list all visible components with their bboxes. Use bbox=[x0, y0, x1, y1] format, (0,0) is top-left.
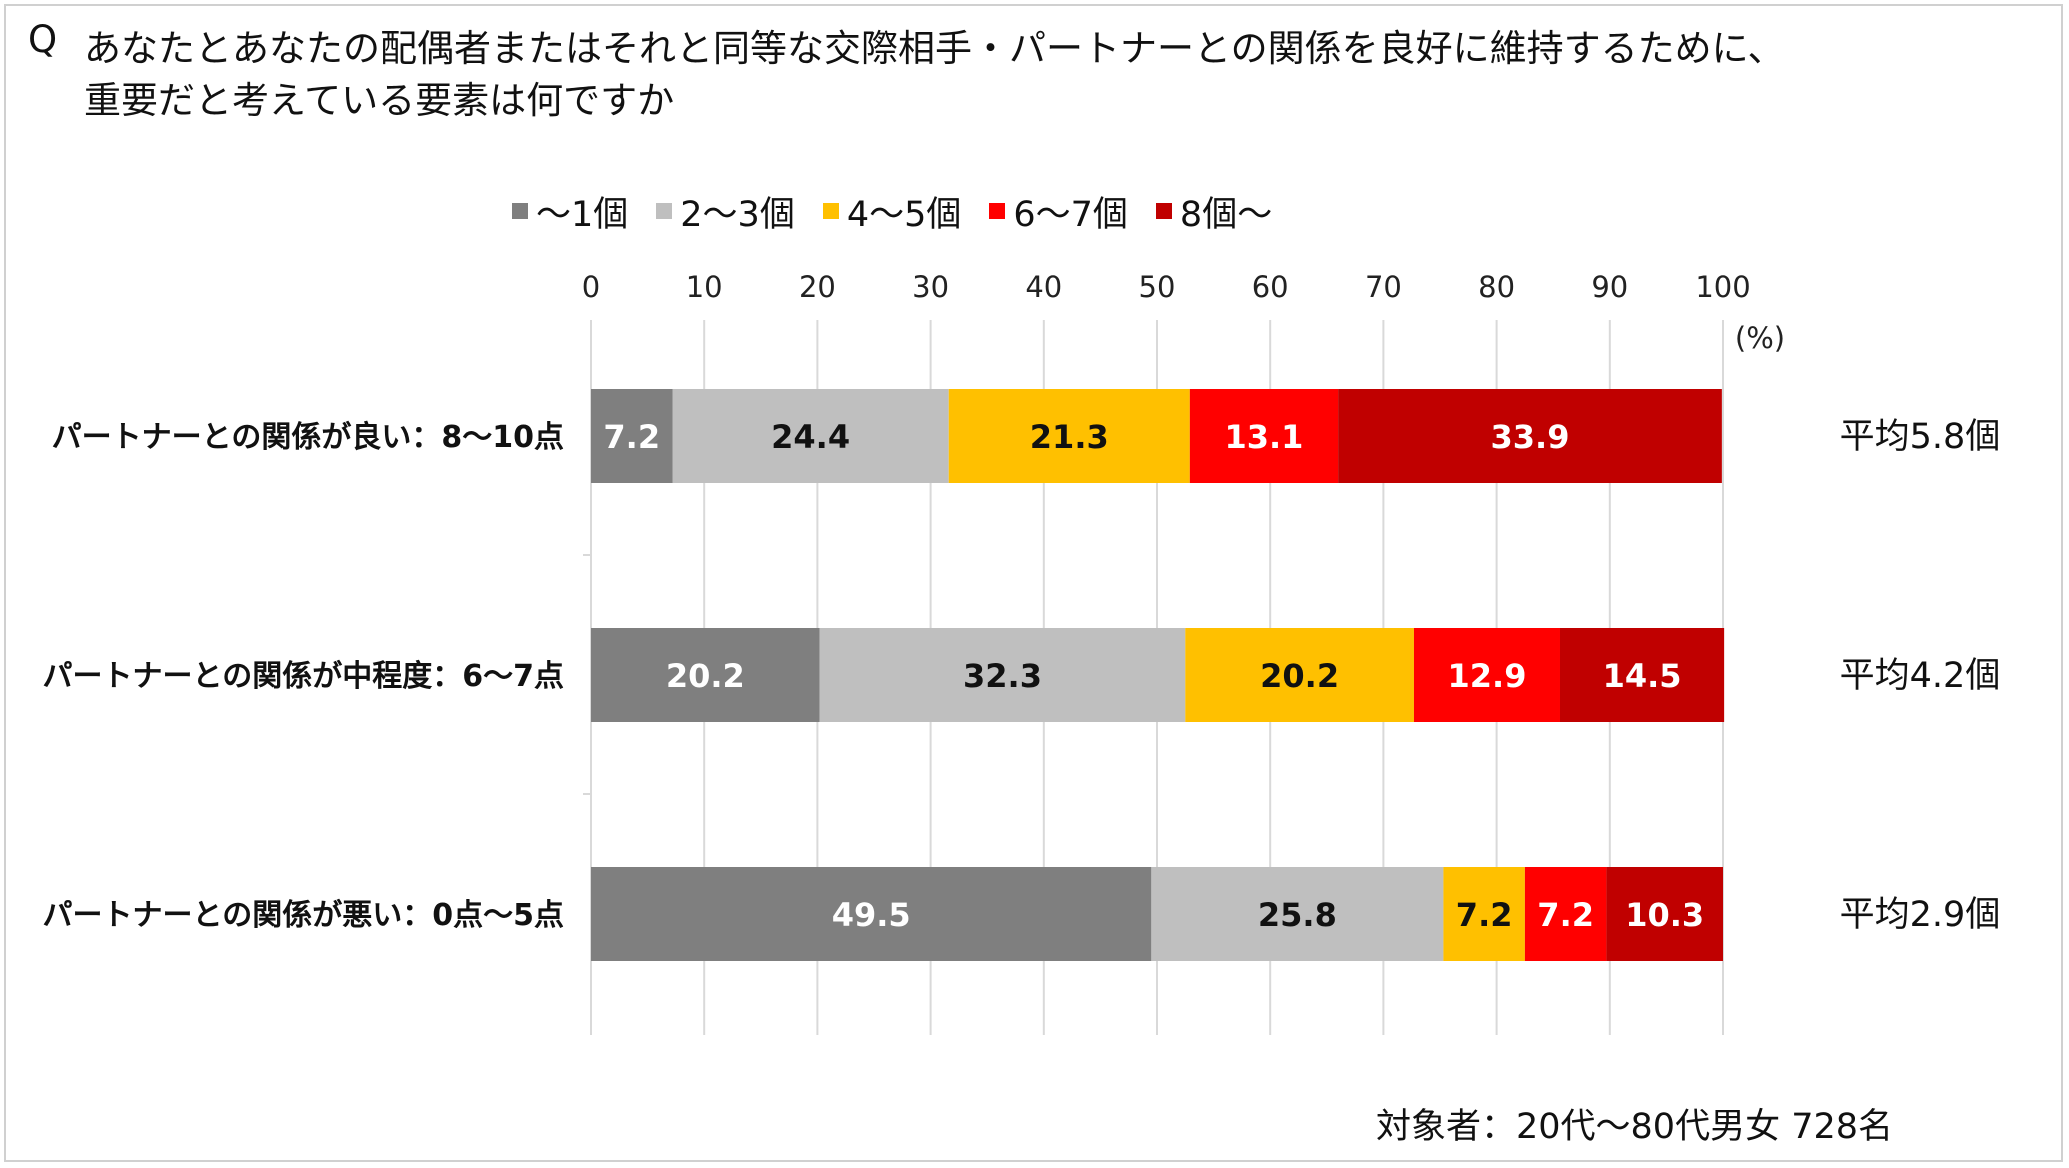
x-tick-label: 60 bbox=[1252, 270, 1289, 304]
x-tick-label: 70 bbox=[1365, 270, 1402, 304]
footnote: 対象者：20代～80代男女 728名 bbox=[1376, 1107, 1894, 1147]
legend-item: 2～3個 bbox=[656, 186, 795, 237]
data-label: 7.2 bbox=[603, 418, 660, 456]
bar-segment bbox=[591, 867, 1152, 961]
average-label: 平均5.8個 bbox=[1840, 417, 2001, 457]
bar-segment bbox=[819, 628, 1186, 722]
legend-swatch bbox=[656, 203, 673, 219]
x-tick-label: 30 bbox=[912, 270, 949, 304]
legend-item: 4～5個 bbox=[822, 186, 962, 237]
legend-item: ～1個 bbox=[512, 186, 628, 237]
data-label: 20.2 bbox=[666, 657, 745, 695]
data-label: 49.5 bbox=[832, 896, 911, 934]
legend-swatch bbox=[989, 203, 1006, 219]
bar-segment bbox=[1189, 389, 1339, 483]
x-tick-label: 80 bbox=[1478, 270, 1515, 304]
category-label: パートナーとの関係が良い：8～10点 bbox=[52, 420, 564, 455]
bar-segment bbox=[1185, 628, 1414, 722]
legend-label: 4～5個 bbox=[846, 194, 962, 235]
legend-item: 6～7個 bbox=[989, 186, 1128, 237]
legend: ～1個 2～3個 4～5個 6～7個 8個～ bbox=[512, 186, 1300, 236]
data-label: 12.9 bbox=[1448, 657, 1527, 695]
data-label: 10.3 bbox=[1625, 896, 1704, 934]
legend-swatch bbox=[822, 203, 839, 219]
bar-segment bbox=[591, 628, 820, 722]
average-label: 平均4.2個 bbox=[1840, 656, 2001, 696]
data-label: 32.3 bbox=[963, 657, 1042, 695]
data-label: 7.2 bbox=[1456, 896, 1513, 934]
bar-segment bbox=[1443, 867, 1525, 961]
question-line-2: 重要だと考えている要素は何ですか bbox=[84, 79, 675, 122]
legend-swatch bbox=[512, 203, 528, 219]
category-label: パートナーとの関係が悪い：0点～5点 bbox=[43, 898, 564, 933]
question-line-1: あなたとあなたの配偶者またはそれと同等な交際相手・パートナーとの関係を良好に維持… bbox=[84, 27, 1785, 70]
legend-label: 2～3個 bbox=[680, 194, 795, 235]
data-label: 25.8 bbox=[1258, 896, 1337, 934]
bar-segment bbox=[948, 389, 1190, 483]
bar-segment bbox=[1413, 628, 1560, 722]
data-label: 14.5 bbox=[1603, 657, 1682, 695]
chart-frame bbox=[4, 4, 2063, 1162]
bar-segment bbox=[1151, 867, 1444, 961]
bar-segment bbox=[1606, 867, 1723, 961]
legend-swatch bbox=[1155, 203, 1172, 219]
x-tick-label: 100 bbox=[1695, 270, 1750, 304]
bar-segment bbox=[672, 389, 949, 483]
data-label: 24.4 bbox=[771, 418, 850, 456]
legend-label: 8個～ bbox=[1179, 194, 1273, 235]
average-label: 平均2.9個 bbox=[1840, 895, 2001, 935]
category-label: パートナーとの関係が中程度：6～7点 bbox=[43, 659, 564, 694]
x-tick-label: 0 bbox=[582, 270, 600, 304]
unit-label: (%) bbox=[1735, 321, 1785, 355]
legend-label: ～1個 bbox=[536, 194, 629, 235]
x-tick-label: 10 bbox=[686, 270, 723, 304]
question-mark: Q bbox=[28, 18, 58, 61]
legend-item: 8個～ bbox=[1155, 186, 1273, 237]
data-label: 7.2 bbox=[1537, 896, 1594, 934]
data-label: 13.1 bbox=[1224, 418, 1303, 456]
x-tick-label: 50 bbox=[1139, 270, 1176, 304]
x-tick-label: 90 bbox=[1591, 270, 1628, 304]
data-label: 20.2 bbox=[1260, 657, 1339, 695]
bar-segment bbox=[591, 389, 673, 483]
x-tick-label: 20 bbox=[799, 270, 836, 304]
data-label: 21.3 bbox=[1030, 418, 1109, 456]
x-tick-label: 40 bbox=[1025, 270, 1062, 304]
legend-label: 6～7個 bbox=[1013, 194, 1128, 235]
bar-segment bbox=[1559, 628, 1725, 722]
bar-segment bbox=[1524, 867, 1607, 961]
data-label: 33.9 bbox=[1491, 418, 1570, 456]
bar-segment bbox=[1338, 389, 1722, 483]
